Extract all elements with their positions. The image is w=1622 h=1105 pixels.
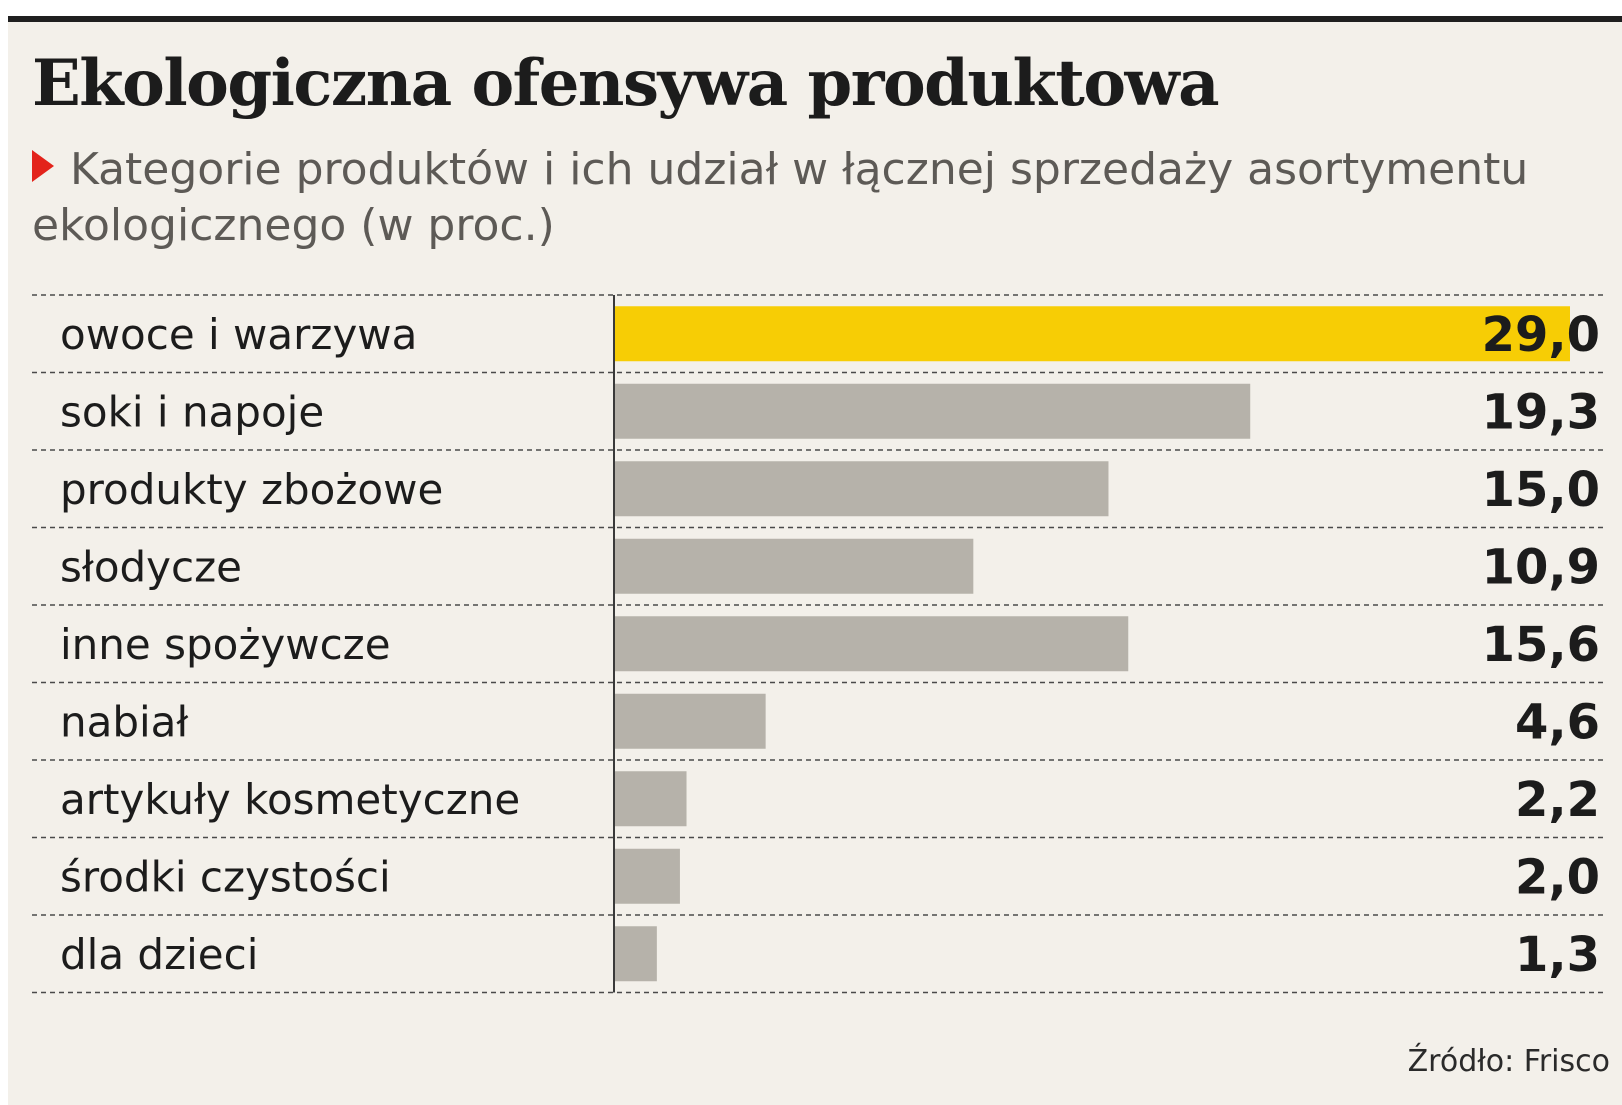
bar (614, 383, 1251, 439)
value-label: 2,2 (1515, 772, 1600, 828)
chart-title: Ekologiczna ofensywa produktowa (32, 46, 1220, 121)
bar (614, 616, 1129, 672)
category-label: artykuły kosmetyczne (60, 775, 520, 824)
top-rule (8, 16, 1622, 22)
bar (614, 926, 657, 982)
value-label: 2,0 (1515, 849, 1600, 905)
category-label: nabiał (60, 697, 188, 746)
category-label: środki czystości (60, 852, 391, 901)
category-label: słodycze (60, 542, 242, 591)
bar (614, 848, 680, 904)
category-label: produkty zbożowe (60, 465, 443, 514)
value-label: 15,6 (1482, 617, 1600, 673)
value-label: 29,0 (1482, 307, 1600, 363)
value-label: 1,3 (1515, 927, 1600, 983)
category-label: inne spożywcze (60, 620, 391, 669)
value-label: 15,0 (1482, 462, 1600, 518)
bar (614, 771, 687, 827)
category-label: dla dzieci (60, 930, 258, 979)
source-note: Źródło: Frisco (1407, 1044, 1610, 1079)
category-label: soki i napoje (60, 387, 324, 436)
bar (614, 693, 766, 749)
value-label: 10,9 (1482, 539, 1600, 595)
category-label: owoce i warzywa (60, 310, 417, 359)
chart-subtitle: Kategorie produktów i ich udział w łączn… (32, 142, 1532, 254)
value-label: 4,6 (1515, 694, 1600, 750)
bar (614, 461, 1109, 517)
triangle-marker-icon (32, 150, 54, 182)
bar-highlighted (614, 306, 1570, 362)
value-label: 19,3 (1482, 384, 1600, 440)
bar (614, 538, 974, 594)
chart-subtitle-text: Kategorie produktów i ich udział w łączn… (32, 144, 1529, 251)
